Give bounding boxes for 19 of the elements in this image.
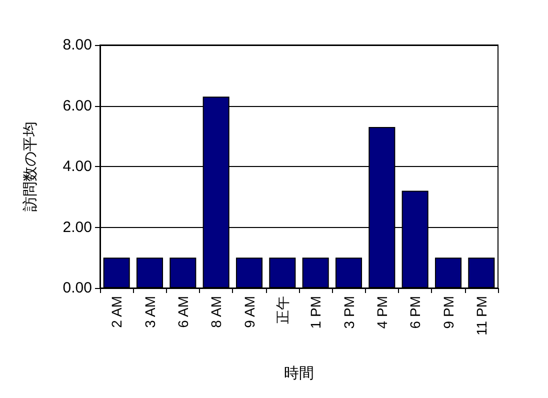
y-tick-label: 8.00	[62, 36, 92, 54]
y-tick-label: 2.00	[62, 218, 92, 236]
x-tick-label: 正午	[274, 296, 290, 324]
y-tick-label: 0.00	[62, 280, 92, 296]
y-axis-title: 訪問数の平均	[22, 122, 39, 212]
x-tick-label: 3 PM	[340, 296, 357, 329]
x-tick-label: 2 AM	[108, 296, 125, 328]
x-axis-title: 時間	[284, 365, 314, 382]
x-tick-label: 8 AM	[208, 296, 224, 328]
x-tick-label: 6 AM	[174, 296, 191, 328]
y-tick-label: 4.00	[62, 158, 92, 175]
x-tick-label: 11 PM	[473, 296, 490, 336]
x-tick-label: 9 PM	[440, 296, 456, 329]
x-tick-label: 4 PM	[374, 296, 390, 329]
y-tick-label: 6.00	[62, 97, 92, 114]
x-tick-label: 9 AM	[241, 296, 258, 328]
x-tick-label: 6 PM	[407, 296, 424, 329]
x-tick-label: 3 AM	[142, 296, 158, 328]
x-tick-label: 1 PM	[308, 296, 324, 329]
